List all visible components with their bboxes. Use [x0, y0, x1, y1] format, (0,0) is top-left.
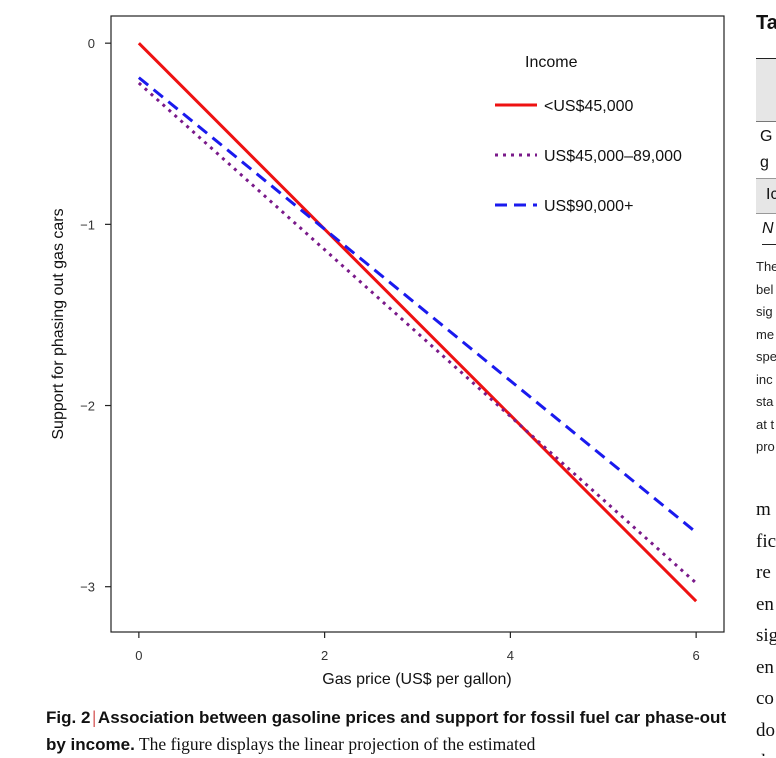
series-layer [137, 42, 698, 603]
y-axis: 0 −1 −2 −3 [80, 36, 111, 595]
table-cell-fragment: Ic [766, 186, 776, 203]
caption-label: Fig. 2 [46, 708, 91, 727]
x-tick-label: 6 [693, 648, 700, 663]
x-tick-label: 2 [321, 648, 328, 663]
table-cell-fragment: g [760, 154, 769, 171]
y-tick-label: 0 [88, 36, 95, 51]
body-line-fragment: en [756, 593, 774, 615]
body-line-fragment: m [756, 499, 771, 520]
table-row: N [762, 220, 776, 245]
series-line-high-income [137, 76, 698, 534]
x-axis: 0 2 4 6 [135, 632, 700, 663]
table-notes: The bel sig me spe inc sta at t pro [756, 256, 776, 459]
note-line-fragment: The [756, 259, 776, 274]
table-header-row [756, 58, 776, 122]
body-line-fragment: sig [756, 625, 776, 646]
legend-label-high-income: US$90,000+ [544, 198, 633, 215]
legend-label-middle-income: US$45,000–89,000 [544, 148, 682, 165]
series-line-low-income [137, 42, 698, 603]
note-line-fragment: spe [756, 349, 776, 364]
caption-title: Association between gasoline prices and … [46, 708, 727, 754]
figure-caption: Fig. 2 | Association between gasoline pric… [46, 704, 736, 758]
note-line-fragment: sta [756, 394, 774, 409]
note-line-fragment: bel [756, 281, 774, 297]
y-axis-title: Support for phasing out gas cars [50, 208, 67, 439]
table-cell-fragment: N [762, 220, 774, 237]
table-row: G g [760, 124, 772, 176]
body-line-fragment: fic [756, 530, 776, 552]
adjacent-column-clipped: Ta G g Ic N The bel sig me spe inc sta at t pro … [752, 0, 776, 756]
legend-title: Income [525, 54, 578, 71]
y-tick-label: −3 [80, 580, 95, 595]
legend: Income <US$45,000 US$45,000–89,000 US$90… [495, 54, 682, 215]
note-line-fragment: me [756, 326, 775, 342]
body-line-fragment: re [756, 562, 771, 583]
body-line-fragment: do [756, 719, 775, 741]
x-tick-label: 4 [507, 648, 514, 663]
x-tick-label: 0 [135, 648, 142, 663]
note-line-fragment: inc [756, 371, 773, 387]
note-line-fragment: pro [756, 439, 775, 454]
caption-text: The figure displays the linear projectio… [138, 734, 536, 754]
x-axis-title: Gas price (US$ per gallon) [322, 671, 511, 688]
note-line-fragment: at t [756, 416, 775, 432]
body-line-fragment: th [756, 746, 776, 756]
caption-separator: | [92, 707, 96, 727]
body-text-fragment: m fic re en sig en co do th [756, 494, 776, 756]
body-line-fragment: co [756, 688, 774, 709]
note-line-fragment: sig [756, 304, 773, 319]
plot-area-frame [110, 15, 725, 633]
table-row: Ic [756, 178, 776, 214]
legend-label-low-income: <US$45,000 [544, 98, 634, 115]
body-line-fragment: en [756, 656, 774, 678]
table-title: Ta [756, 12, 776, 34]
y-tick-label: −2 [80, 399, 95, 414]
table-cell-fragment: G [760, 128, 773, 145]
y-tick-label: −1 [80, 217, 95, 232]
